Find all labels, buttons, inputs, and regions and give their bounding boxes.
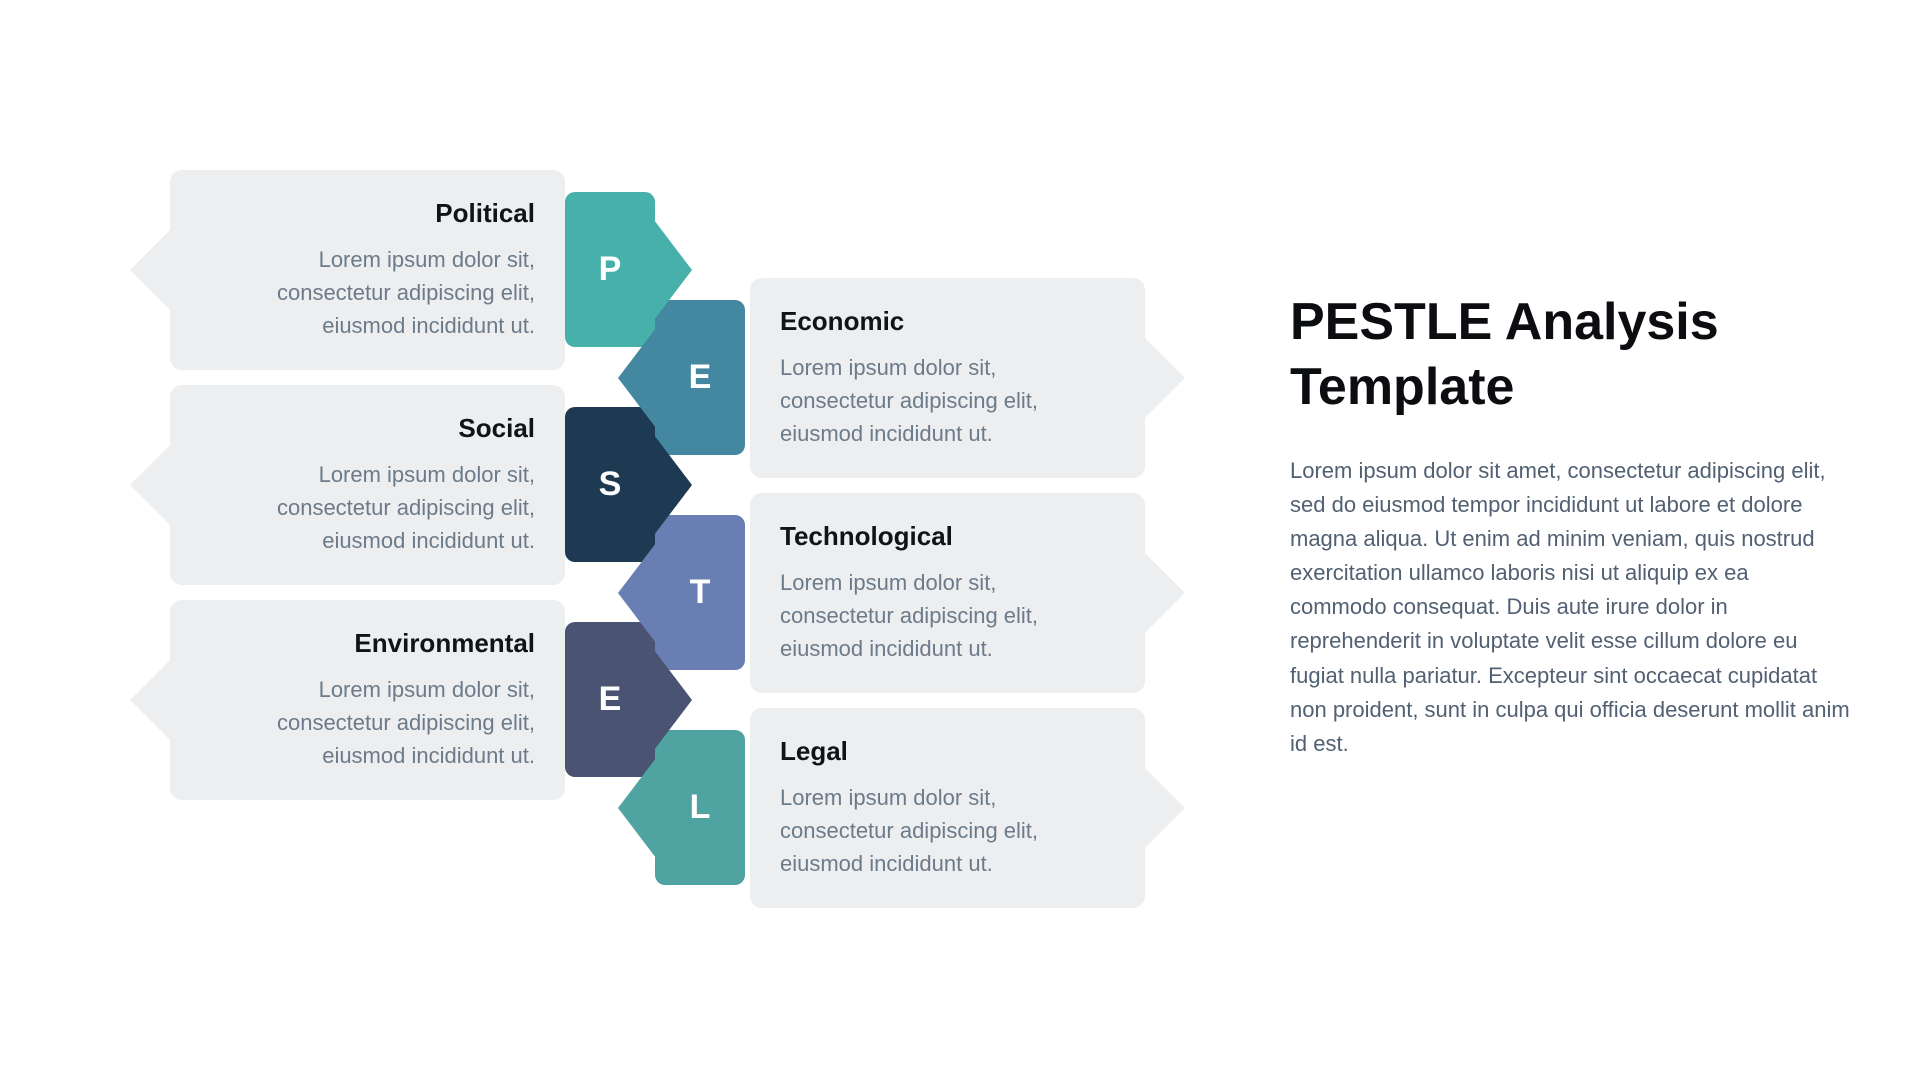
- badge-letter: L: [690, 788, 711, 827]
- card-point-icon: [1145, 553, 1185, 633]
- card-point-icon: [1145, 768, 1185, 848]
- pestle-badge-s: S: [565, 407, 655, 562]
- pestle-diagram: Political Lorem ipsum dolor sit, consecte…: [130, 170, 1180, 950]
- card-point-icon: [130, 660, 170, 740]
- badge-letter: S: [599, 465, 622, 504]
- badge-chevron-icon: [654, 650, 692, 750]
- card-body: Lorem ipsum dolor sit, consectetur adipi…: [780, 566, 1075, 665]
- badge-chevron-icon: [618, 543, 656, 643]
- badge-chevron-icon: [618, 758, 656, 858]
- card-point-icon: [1145, 338, 1185, 418]
- text-pane: PESTLE Analysis Template Lorem ipsum dol…: [1290, 290, 1850, 761]
- badge-chevron-icon: [618, 328, 656, 428]
- badge-letter: P: [599, 250, 622, 289]
- pestle-card-social: Social Lorem ipsum dolor sit, consectetur…: [170, 385, 565, 585]
- slide-heading: PESTLE Analysis Template: [1290, 290, 1850, 420]
- card-body: Lorem ipsum dolor sit, consectetur adipi…: [240, 458, 535, 557]
- card-point-icon: [130, 230, 170, 310]
- card-body: Lorem ipsum dolor sit, consectetur adipi…: [780, 781, 1075, 880]
- card-title: Economic: [780, 306, 1075, 337]
- card-title: Legal: [780, 736, 1075, 767]
- pestle-card-environmental: Environmental Lorem ipsum dolor sit, cons…: [170, 600, 565, 800]
- pestle-card-technological: Technological Lorem ipsum dolor sit, cons…: [750, 493, 1145, 693]
- card-body: Lorem ipsum dolor sit, consectetur adipi…: [780, 351, 1075, 450]
- pestle-badge-e: E: [655, 300, 745, 455]
- card-title: Environmental: [240, 628, 535, 659]
- card-title: Social: [240, 413, 535, 444]
- badge-chevron-icon: [654, 220, 692, 320]
- badge-letter: T: [690, 573, 711, 612]
- badge-letter: E: [689, 358, 712, 397]
- badge-letter: E: [599, 680, 622, 719]
- slide-paragraph: Lorem ipsum dolor sit amet, consectetur …: [1290, 454, 1850, 761]
- card-point-icon: [130, 445, 170, 525]
- pestle-badge-t: T: [655, 515, 745, 670]
- pestle-card-legal: Legal Lorem ipsum dolor sit, consectetur …: [750, 708, 1145, 908]
- pestle-badge-l: L: [655, 730, 745, 885]
- pestle-badge-p: P: [565, 192, 655, 347]
- card-body: Lorem ipsum dolor sit, consectetur adipi…: [240, 243, 535, 342]
- badge-chevron-icon: [654, 435, 692, 535]
- card-title: Technological: [780, 521, 1075, 552]
- pestle-card-political: Political Lorem ipsum dolor sit, consecte…: [170, 170, 565, 370]
- pestle-badge-e: E: [565, 622, 655, 777]
- pestle-card-economic: Economic Lorem ipsum dolor sit, consectet…: [750, 278, 1145, 478]
- card-body: Lorem ipsum dolor sit, consectetur adipi…: [240, 673, 535, 772]
- card-title: Political: [240, 198, 535, 229]
